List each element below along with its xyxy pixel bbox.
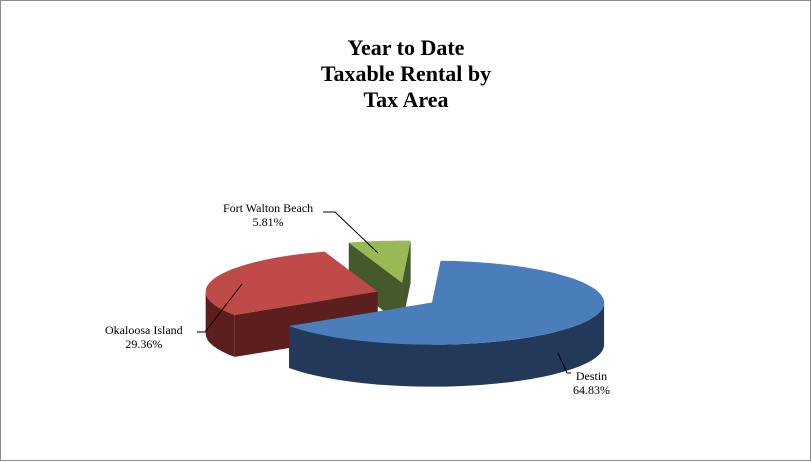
label-destin: Destin 64.83% [573,369,610,397]
label-okaloosa-island-value: 29.36% [125,337,163,351]
chart-title: Year to Date Taxable Rental by Tax Area [256,35,556,113]
chart-title-line-2: Taxable Rental by [320,61,492,86]
slice-top [205,251,378,315]
leader-line [197,283,243,333]
slice-wall [348,242,403,325]
leader-line [557,352,571,374]
label-fort-walton-beach-name: Fort Walton Beach [223,201,314,215]
slice-side [205,291,235,357]
pie-slice-destin [289,260,605,387]
slice-side [289,302,605,387]
label-fort-walton-beach-value: 5.81% [252,215,284,229]
label-destin-name: Destin [575,369,608,383]
label-fort-walton-beach: Fort Walton Beach 5.81% [223,201,313,229]
pie-slice-fort-walton-beach [348,240,411,325]
chart-title-line-1: Year to Date [347,35,465,60]
label-okaloosa-island: Okaloosa Island 29.36% [105,323,183,351]
leader-line [323,211,379,254]
label-destin-value: 64.83% [573,383,610,397]
chart-title-line-3: Tax Area [363,87,449,112]
slice-wall [402,240,411,325]
leader-lines [197,211,571,374]
slice-top [348,240,411,283]
label-okaloosa-island-name: Okaloosa Island [105,323,183,337]
slice-top [289,260,605,345]
